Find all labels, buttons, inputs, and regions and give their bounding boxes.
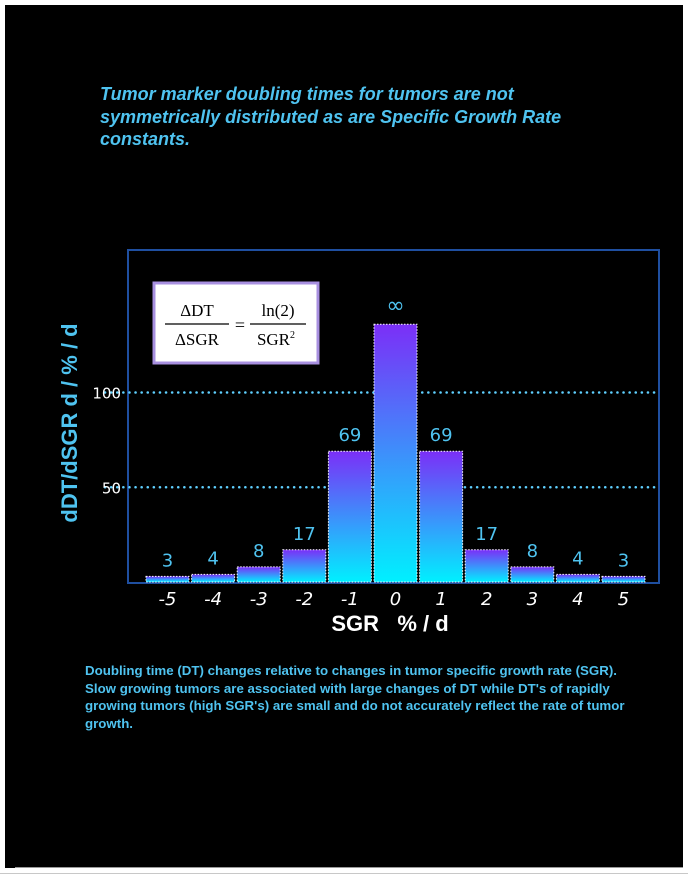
formula-equals: =	[235, 315, 245, 335]
x-tick-label: 1	[435, 589, 446, 610]
data-label: 4	[572, 548, 583, 569]
x-tick-label: -4	[204, 589, 222, 610]
data-label: 17	[475, 524, 498, 545]
formula-lhs-denominator: ΔSGR	[175, 330, 220, 349]
x-tick-label: 0	[390, 589, 401, 610]
formula-lhs-numerator: ΔDT	[180, 301, 214, 320]
formula-rhs-denominator-exponent: 2	[290, 330, 295, 341]
data-labels: 3 4 8 17 69 ∞ 69 17 8 4 3	[162, 293, 629, 571]
x-tick-labels: -5 -4 -3 -2 -1 0 1 2 3 4 5	[159, 589, 630, 610]
bar	[282, 549, 327, 583]
chart: 50 100 3 4 8 17 69 ∞ 69 17 8 4 3 -5 -4 -3 -2 -1 0 1 2 3 4 5 d…	[57, 249, 660, 636]
bar	[145, 575, 190, 583]
bar	[419, 450, 464, 583]
x-tick-label: -1	[341, 589, 359, 610]
y-axis-label: dDT/dSGR d / % / d	[57, 323, 82, 522]
y-tick-labels: 50 100	[92, 385, 121, 498]
data-label: 4	[207, 548, 218, 569]
bottom-rule	[15, 867, 683, 868]
formula-rhs-numerator: ln(2)	[261, 301, 294, 320]
data-label: 8	[253, 541, 264, 562]
data-label: 3	[618, 550, 629, 571]
formula-box: ΔDT ΔSGR = ln(2) SGR2	[152, 281, 320, 365]
data-label: 69	[338, 425, 361, 446]
x-tick-label: -5	[159, 589, 177, 610]
gridlines	[103, 391, 659, 489]
data-label: 3	[162, 550, 173, 571]
x-tick-label: -3	[250, 589, 268, 610]
x-tick-label: 4	[572, 589, 583, 610]
data-label: 17	[293, 524, 316, 545]
bar	[373, 323, 418, 583]
x-tick-label: 2	[481, 589, 492, 610]
bar	[464, 549, 509, 583]
data-label: 69	[430, 425, 453, 446]
x-tick-label: -2	[295, 589, 313, 610]
bar	[510, 566, 555, 583]
data-label: ∞	[386, 293, 404, 318]
bars	[145, 323, 646, 583]
x-tick-label: 3	[527, 589, 538, 610]
bar	[191, 573, 236, 583]
x-axis-label: SGR % / d	[331, 611, 448, 636]
bar	[327, 450, 372, 583]
data-label: 8	[527, 541, 538, 562]
plot-frame	[127, 249, 660, 584]
caption: Doubling time (DT) changes relative to c…	[85, 663, 625, 731]
headline: Tumor marker doubling times for tumors a…	[100, 84, 562, 149]
formula-rhs-denominator-base: SGR	[257, 330, 291, 349]
x-tick-label: 5	[618, 589, 629, 610]
y-tick-label: 100	[92, 385, 121, 403]
bar	[236, 566, 281, 583]
y-tick-label: 50	[102, 479, 121, 497]
formula-rhs-denominator: SGR2	[257, 330, 295, 349]
bar	[555, 573, 600, 583]
bar	[601, 575, 646, 583]
